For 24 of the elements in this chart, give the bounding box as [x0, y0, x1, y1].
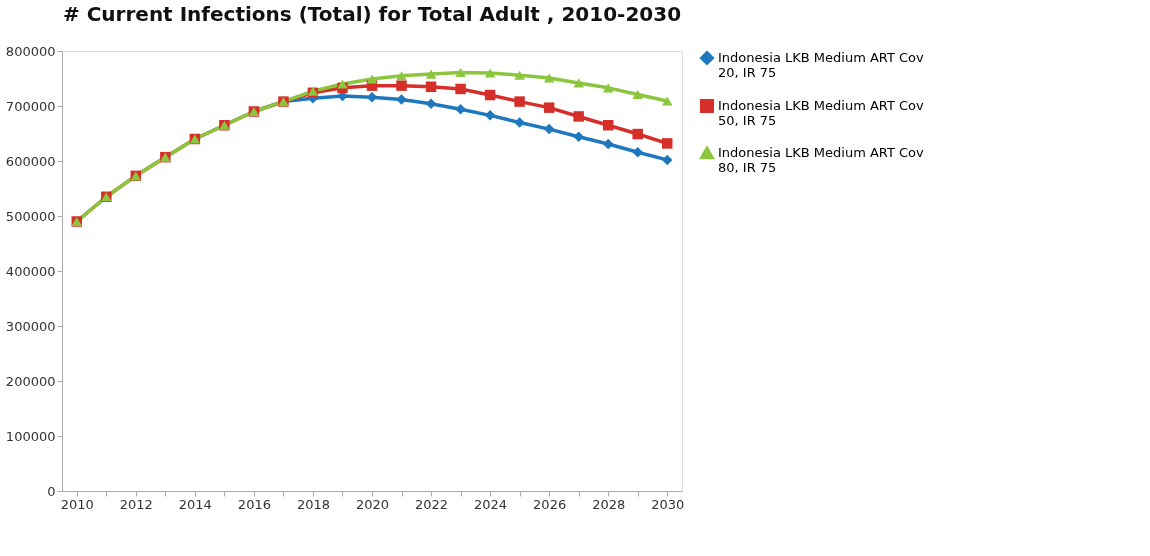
legend-label: Indonesia LKB Medium ART Cov 20, IR 75	[718, 50, 925, 80]
x-tick-label: 2028	[592, 496, 626, 512]
y-tick-label: 800000	[5, 43, 56, 59]
x-tick-label: 2014	[178, 496, 212, 512]
legend-label: Indonesia LKB Medium ART Cov 80, IR 75	[718, 145, 925, 175]
y-tick-label: 600000	[5, 153, 56, 169]
y-tick-label: 100000	[5, 428, 56, 444]
legend-label: Indonesia LKB Medium ART Cov 50, IR 75	[718, 98, 925, 128]
x-tick-label: 2026	[533, 496, 567, 512]
x-tick-label: 2010	[60, 496, 94, 512]
x-tick-label: 2020	[355, 496, 390, 512]
x-tick-label: 2018	[296, 496, 330, 512]
x-tick-label: 2030	[651, 496, 685, 512]
y-tick-label: 0	[47, 483, 56, 499]
x-tick-label: 2016	[237, 496, 271, 512]
y-tick-label: 500000	[5, 208, 56, 224]
y-tick-label: 400000	[5, 263, 56, 279]
y-tick-label: 700000	[5, 98, 56, 114]
y-tick-label: 300000	[5, 318, 56, 334]
y-tick-label: 200000	[5, 373, 56, 389]
x-tick-label: 2012	[119, 496, 153, 512]
x-tick-label: 2022	[415, 496, 449, 512]
x-tick-label: 2024	[474, 496, 508, 512]
chart-title: # Current Infections (Total) for Total Adult , 2010-2030	[62, 2, 682, 26]
